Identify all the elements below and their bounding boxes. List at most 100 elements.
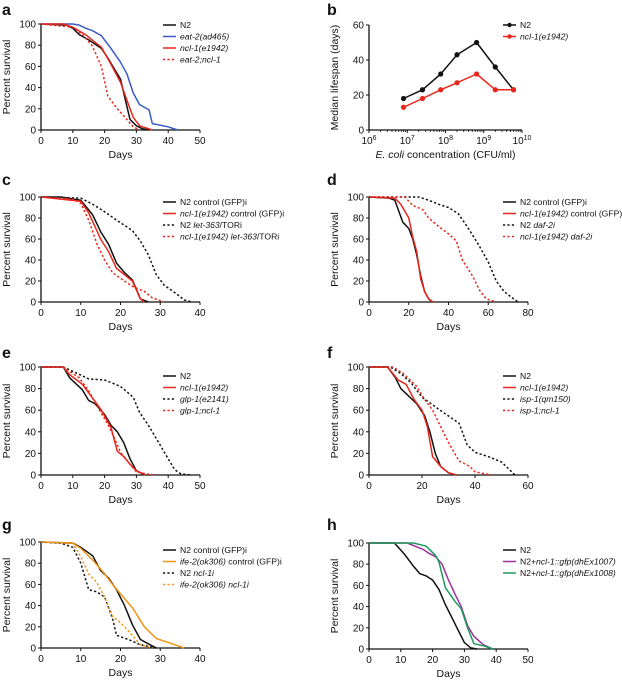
y-axis-label: Median lifespan (days) bbox=[329, 25, 341, 131]
x-tick-label: 0 bbox=[38, 654, 44, 665]
x-tick-label: 0 bbox=[366, 308, 372, 319]
x-tick-label: 50 bbox=[194, 136, 206, 147]
legend-label: N2+ncl-1::gfp(dhEx1007) bbox=[520, 557, 616, 567]
legend-label: N2+ncl-1::gfp(dhEx1008) bbox=[520, 568, 616, 578]
panel-g: g 0 20 40 60 80 100 0 10 20 30 40 Days Percent surviv… bbox=[1, 517, 282, 679]
legend-label: eat-2(ad465) bbox=[180, 32, 229, 42]
x-tick-label: 106 bbox=[361, 135, 376, 147]
y-tick-label: 80 bbox=[25, 41, 37, 52]
legend-label: ncl-1(e1942) bbox=[180, 383, 228, 393]
series-line bbox=[40, 196, 193, 303]
legend-label: ncl-1(e1942) control (GFP)i bbox=[180, 209, 284, 219]
y-tick-label: 80 bbox=[25, 384, 37, 395]
y-tick-label: 60 bbox=[353, 235, 365, 246]
y-tick-label: 20 bbox=[353, 623, 365, 634]
x-tick-label: 10 bbox=[67, 481, 79, 492]
x-axis-label: E. coli concentration (CFU/ml) bbox=[375, 149, 515, 161]
y-tick-label: 100 bbox=[19, 363, 36, 374]
legend-label: eat-2;ncl-1 bbox=[180, 55, 221, 65]
series-line bbox=[41, 366, 156, 476]
x-axis-label: Days bbox=[437, 668, 461, 680]
y-axis-label: Percent survival bbox=[1, 40, 13, 115]
y-axis-label: Percent survival bbox=[1, 558, 13, 633]
x-tick-label: 80 bbox=[522, 308, 534, 319]
x-tick-label: 20 bbox=[115, 654, 127, 665]
x-tick-label: 20 bbox=[115, 308, 127, 319]
y-tick-label: 80 bbox=[353, 384, 365, 395]
panel-label: a bbox=[2, 2, 11, 19]
panel-h: h 0 20 40 60 80 100 0 10 20 30 40 50 Days Percent surv… bbox=[327, 517, 616, 680]
legend-label: N2 bbox=[520, 371, 531, 381]
x-tick-label: 30 bbox=[155, 308, 167, 319]
y-tick-label: 100 bbox=[347, 193, 364, 204]
y-tick-label: 40 bbox=[25, 427, 37, 438]
y-tick-label: 40 bbox=[25, 256, 37, 267]
data-point bbox=[510, 87, 517, 93]
legend-label: N2 bbox=[180, 371, 191, 381]
y-tick-label: 0 bbox=[30, 471, 36, 482]
x-tick-label: 10 bbox=[395, 655, 407, 666]
y-tick-label: 100 bbox=[19, 193, 36, 204]
data-point bbox=[400, 104, 407, 110]
series-line bbox=[369, 366, 516, 476]
x-tick-label: 30 bbox=[155, 654, 167, 665]
x-tick-label: 20 bbox=[416, 481, 428, 492]
panel-d: d 0 20 40 60 80 100 0 20 40 60 80 Days Percent surviv… bbox=[327, 172, 622, 333]
x-tick-label: 20 bbox=[403, 308, 415, 319]
legend-label: ncl-1(e1942) daf-2i bbox=[520, 232, 593, 242]
series-line bbox=[40, 541, 185, 649]
series-line bbox=[369, 366, 492, 476]
data-point bbox=[438, 87, 444, 93]
x-tick-label: 40 bbox=[163, 136, 175, 147]
x-tick-label: 0 bbox=[366, 655, 372, 666]
y-tick-label: 60 bbox=[25, 235, 37, 246]
y-tick-label: 20 bbox=[25, 104, 37, 115]
x-tick-label: 20 bbox=[99, 136, 111, 147]
y-tick-label: 80 bbox=[25, 214, 37, 225]
x-tick-label: 0 bbox=[38, 308, 44, 319]
y-tick-label: 40 bbox=[25, 601, 37, 612]
panel-label: h bbox=[327, 517, 337, 534]
series-line bbox=[369, 196, 497, 303]
panel-label: f bbox=[327, 345, 333, 362]
series-line bbox=[369, 196, 519, 303]
x-tick-label: 20 bbox=[427, 655, 439, 666]
x-tick-label: 40 bbox=[443, 308, 455, 319]
legend-label: ncl-1(e1942) bbox=[520, 32, 568, 42]
legend-label: N2 control (GFP)i bbox=[180, 545, 247, 555]
panel-label: c bbox=[2, 172, 11, 189]
series-line bbox=[41, 366, 191, 476]
y-tick-label: 60 bbox=[25, 580, 37, 591]
x-tick-label: 50 bbox=[522, 655, 534, 666]
series-line bbox=[369, 542, 478, 650]
panel-f: f 0 20 40 60 80 100 0 20 40 60 Days Percent survival… bbox=[327, 345, 571, 506]
x-tick-label: 107 bbox=[400, 135, 415, 147]
y-tick-label: 0 bbox=[358, 298, 364, 309]
legend-marker bbox=[507, 22, 512, 28]
x-axis-label: Days bbox=[109, 321, 133, 333]
x-tick-label: 10 bbox=[75, 308, 87, 319]
x-tick-label: 50 bbox=[194, 481, 206, 492]
y-tick-label: 80 bbox=[353, 560, 365, 571]
panel-b: b 0 20 40 60 106 107 108 109 1010 E. coli concentr… bbox=[327, 2, 568, 161]
series-line bbox=[40, 541, 153, 649]
data-point bbox=[492, 87, 498, 93]
y-tick-label: 60 bbox=[25, 406, 37, 417]
y-tick-label: 40 bbox=[353, 602, 365, 613]
x-tick-label: 10 bbox=[67, 136, 79, 147]
y-axis-label: Percent survival bbox=[329, 212, 341, 287]
series-line bbox=[369, 366, 457, 476]
x-axis-label: Days bbox=[109, 149, 133, 161]
series-line bbox=[40, 23, 140, 131]
legend-label: N2 daf-2i bbox=[520, 220, 556, 230]
series-line bbox=[40, 196, 145, 303]
legend-label: N2 let-363/TORi bbox=[180, 220, 242, 230]
legend-label: isp-1;ncl-1 bbox=[520, 406, 560, 416]
x-tick-label: 40 bbox=[469, 481, 481, 492]
x-tick-label: 40 bbox=[163, 481, 175, 492]
x-axis-label: Days bbox=[437, 321, 461, 333]
data-point bbox=[454, 80, 460, 86]
y-tick-label: 60 bbox=[353, 21, 365, 32]
legend-label: ife-2(ok306) ncl-1i bbox=[180, 580, 250, 590]
